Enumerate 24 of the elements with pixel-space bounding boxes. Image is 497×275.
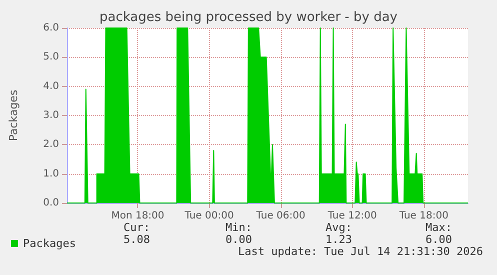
text: 1.23 xyxy=(326,233,352,246)
text: 0.00 xyxy=(226,233,252,246)
text: Last update: Tue Jul 14 21:31:30 2026 xyxy=(238,245,484,258)
y-axis-title: Packages xyxy=(7,90,20,142)
y-tick-label: 6.0 xyxy=(43,22,59,34)
y-tick-label: 5.0 xyxy=(43,52,59,63)
y-tick-label: 0.0 xyxy=(43,198,59,208)
text: Max: xyxy=(426,221,452,234)
y-tick-label: 2.0 xyxy=(43,139,59,150)
text: Avg: xyxy=(326,221,352,234)
text: Min: xyxy=(226,221,252,234)
x-tick-label: Mon 18:00 xyxy=(111,210,164,222)
text: 6.00 xyxy=(426,233,452,246)
y-tick-label: 3.0 xyxy=(43,110,59,121)
x-tick-label: Tue 00:00 xyxy=(184,210,234,222)
chart-title: packages being processed by worker - by day xyxy=(100,10,398,25)
legend-label: Packages xyxy=(23,237,76,250)
x-tick-label: Tue 12:00 xyxy=(326,210,377,222)
text: Cur: xyxy=(124,221,150,234)
y-tick-label: 1.0 xyxy=(43,168,59,180)
y-tick-label: 4.0 xyxy=(43,80,59,92)
text: 5.08 xyxy=(124,233,150,246)
x-tick-label: Tue 18:00 xyxy=(398,210,448,222)
x-tick-label: Tue 06:00 xyxy=(255,210,306,222)
